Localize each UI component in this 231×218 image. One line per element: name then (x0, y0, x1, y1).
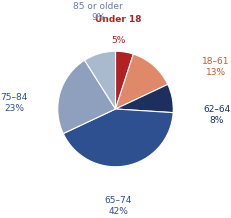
Text: 75–84
23%: 75–84 23% (0, 93, 28, 113)
Wedge shape (85, 51, 116, 109)
Wedge shape (116, 54, 168, 109)
Wedge shape (116, 51, 133, 109)
Text: 5%: 5% (111, 36, 126, 45)
Text: 62–64
8%: 62–64 8% (203, 105, 231, 125)
Wedge shape (58, 60, 116, 134)
Text: 65–74
42%: 65–74 42% (105, 196, 132, 216)
Text: 85 or older
9%: 85 or older 9% (73, 2, 123, 22)
Text: Under 18: Under 18 (95, 15, 142, 24)
Text: 18–61
13%: 18–61 13% (202, 57, 230, 77)
Wedge shape (63, 109, 173, 167)
Wedge shape (116, 84, 173, 113)
